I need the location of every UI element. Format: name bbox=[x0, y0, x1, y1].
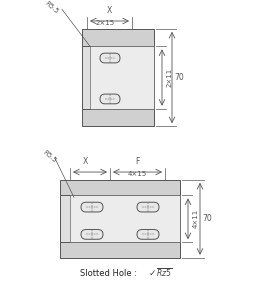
Text: 70: 70 bbox=[202, 214, 212, 223]
Bar bbox=[82, 46, 154, 109]
Text: 4×15: 4×15 bbox=[128, 171, 147, 177]
Text: 2×15: 2×15 bbox=[96, 20, 115, 26]
Text: Slotted Hole :: Slotted Hole : bbox=[80, 269, 140, 278]
FancyBboxPatch shape bbox=[81, 230, 103, 239]
Bar bbox=[60, 242, 180, 258]
Text: X: X bbox=[82, 157, 88, 166]
Text: X: X bbox=[106, 6, 112, 15]
Bar bbox=[60, 180, 180, 195]
FancyBboxPatch shape bbox=[100, 94, 120, 104]
Bar bbox=[82, 109, 154, 126]
Bar bbox=[82, 29, 154, 46]
Text: 2×11: 2×11 bbox=[167, 68, 173, 87]
FancyBboxPatch shape bbox=[100, 53, 120, 63]
Bar bbox=[60, 195, 180, 242]
Text: 70: 70 bbox=[174, 73, 184, 82]
FancyBboxPatch shape bbox=[137, 230, 159, 239]
Text: $\checkmark$: $\checkmark$ bbox=[148, 269, 156, 278]
FancyBboxPatch shape bbox=[137, 202, 159, 212]
Text: R5.5: R5.5 bbox=[42, 149, 58, 164]
Bar bbox=[70, 195, 180, 242]
FancyBboxPatch shape bbox=[81, 202, 103, 212]
Text: $\overline{Rz5}$: $\overline{Rz5}$ bbox=[156, 267, 172, 279]
Bar bbox=[90, 46, 154, 109]
Text: F: F bbox=[135, 157, 139, 166]
Text: R5.5: R5.5 bbox=[44, 0, 60, 15]
Text: 4×11: 4×11 bbox=[193, 209, 199, 228]
